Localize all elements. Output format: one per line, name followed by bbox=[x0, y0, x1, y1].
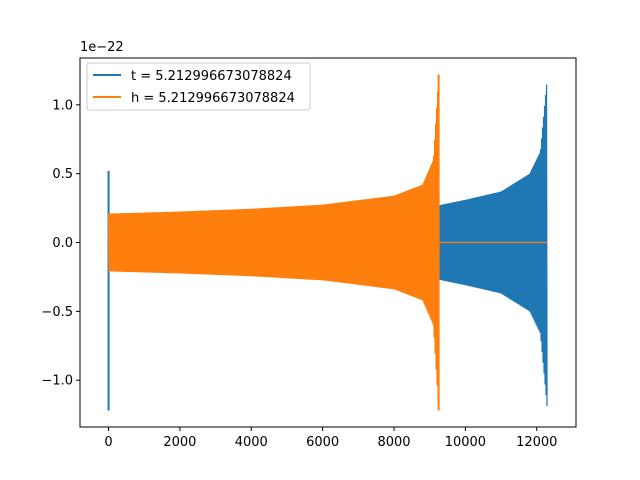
series-line-h bbox=[107, 75, 548, 402]
legend-label-h: h = 5.212996673078824 bbox=[131, 91, 295, 106]
x-tick-label: 4000 bbox=[235, 435, 268, 450]
legend-label-t: t = 5.212996673078824 bbox=[131, 69, 292, 84]
series-layer bbox=[107, 74, 548, 411]
y-scale-label: 1e−22 bbox=[80, 40, 124, 55]
y-tick-label: 0.5 bbox=[52, 167, 73, 182]
legend-box bbox=[86, 62, 311, 111]
legend: t = 5.212996673078824 h = 5.212996673078… bbox=[86, 62, 311, 111]
x-tick-label: 8000 bbox=[377, 435, 410, 450]
x-axis: 0 2000 4000 6000 8000 10000 12000 bbox=[104, 427, 557, 450]
x-tick-label: 10000 bbox=[445, 435, 486, 450]
y-axis: 1.0 0.5 0.0 −0.5 −1.0 bbox=[41, 98, 80, 389]
x-tick-label: 12000 bbox=[516, 435, 557, 450]
x-tick-label: 0 bbox=[104, 435, 112, 450]
y-tick-label: −1.0 bbox=[41, 374, 73, 389]
y-tick-label: 1.0 bbox=[52, 98, 73, 113]
x-tick-label: 2000 bbox=[163, 435, 196, 450]
y-tick-label: −0.5 bbox=[41, 305, 73, 320]
y-tick-label: 0.0 bbox=[52, 236, 73, 251]
x-tick-label: 6000 bbox=[306, 435, 339, 450]
